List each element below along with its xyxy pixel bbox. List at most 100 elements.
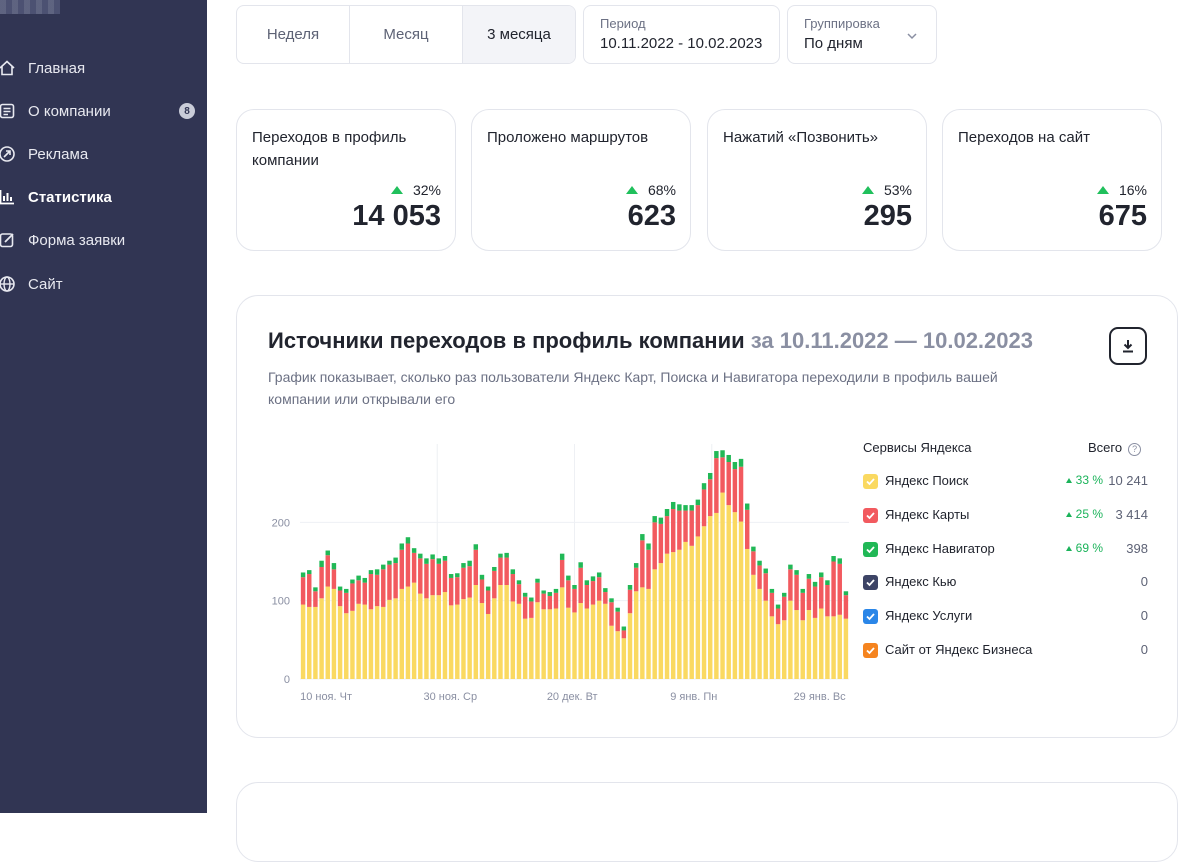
checkbox-checked-icon[interactable] xyxy=(863,575,878,590)
bar-segment xyxy=(393,563,398,599)
legend-item[interactable]: Яндекс Поиск 33 % 10 241 xyxy=(863,472,1148,492)
trend-up-icon xyxy=(1096,186,1109,194)
bar-segment xyxy=(356,575,361,581)
legend-item[interactable]: Яндекс Навигатор 69 % 398 xyxy=(863,540,1148,560)
bar-segment xyxy=(775,604,781,609)
sidebar-item-1[interactable]: О компании 8 xyxy=(0,99,207,123)
bar-segment xyxy=(442,592,448,679)
bar-segment xyxy=(473,544,479,550)
bar-segment xyxy=(529,597,534,602)
trend-up-icon xyxy=(1065,512,1072,517)
bar-segment xyxy=(831,616,836,679)
grouping-value: По дням xyxy=(804,35,863,52)
compass-icon xyxy=(0,145,16,163)
legend-item[interactable]: Сайт от Яндекс Бизнеса 0 xyxy=(863,641,1148,661)
bar-segment xyxy=(825,616,830,679)
bar-segment xyxy=(794,610,799,679)
bar-segment xyxy=(603,603,608,679)
bar-segment xyxy=(763,600,768,679)
tab-3-months[interactable]: 3 месяца xyxy=(463,6,575,63)
legend-total: 398 xyxy=(1126,541,1148,556)
sidebar-item-4[interactable]: Форма заявки xyxy=(0,228,207,252)
bar-segment xyxy=(559,553,565,560)
bar-segment xyxy=(769,592,775,617)
bar-segment xyxy=(837,563,842,615)
sidebar-item-3[interactable]: Статистика xyxy=(0,185,207,209)
checkbox-checked-icon[interactable] xyxy=(863,643,878,658)
checkbox-checked-icon[interactable] xyxy=(863,474,878,489)
sidebar-item-5[interactable]: Сайт xyxy=(0,272,207,296)
grouping-label: Группировка xyxy=(804,16,880,31)
bar-segment xyxy=(720,457,725,493)
bar-segment xyxy=(683,510,688,542)
sidebar-item-label: Главная xyxy=(28,59,86,77)
bar-segment xyxy=(843,591,849,596)
bar-segment xyxy=(677,504,682,511)
legend-item[interactable]: Яндекс Карты 25 % 3 414 xyxy=(863,506,1148,526)
bar-segment xyxy=(492,598,497,679)
metric-card[interactable]: Нажатий «Позвонить» 53% 295 xyxy=(707,109,927,251)
bar-segment xyxy=(307,574,312,607)
bar-segment xyxy=(788,600,793,679)
metric-card[interactable]: Переходов на сайт 16% 675 xyxy=(942,109,1162,251)
bar-segment xyxy=(566,580,571,608)
bar-segment xyxy=(751,574,756,679)
bar-segment xyxy=(831,561,836,617)
legend-total: 3 414 xyxy=(1115,507,1148,522)
bar-segment xyxy=(418,593,423,679)
bar-segment xyxy=(843,595,849,619)
legend-name: Яндекс Навигатор xyxy=(885,541,995,556)
sidebar-item-label: О компании xyxy=(28,102,111,120)
bar-segment xyxy=(381,564,386,570)
legend-item[interactable]: Яндекс Кью 0 xyxy=(863,573,1148,593)
bar-segment xyxy=(627,589,633,614)
bar-segment xyxy=(436,558,442,564)
bar-segment xyxy=(652,516,657,523)
trend-up-icon xyxy=(625,186,638,194)
metric-value: 14 053 xyxy=(352,200,441,232)
bar-segment xyxy=(714,512,719,679)
sidebar-item-2[interactable]: Реклама xyxy=(0,142,207,166)
bar-segment xyxy=(356,580,361,604)
bar-segment xyxy=(405,586,411,679)
bar-segment xyxy=(590,604,596,679)
sidebar-item-0[interactable]: Главная xyxy=(0,56,207,80)
bar-segment xyxy=(405,537,411,544)
bar-segment xyxy=(516,584,522,604)
bar-segment xyxy=(677,510,682,550)
x-tick-label: 20 дек. Вт xyxy=(547,691,598,703)
checkbox-checked-icon[interactable] xyxy=(863,609,878,624)
metric-card[interactable]: Переходов в профиль компании 32% 14 053 xyxy=(236,109,456,251)
legend-item[interactable]: Яндекс Услуги 0 xyxy=(863,607,1148,627)
bar-segment xyxy=(467,566,472,598)
metric-delta-value: 53% xyxy=(883,182,912,198)
help-icon[interactable]: ? xyxy=(1128,442,1142,456)
checkbox-checked-icon[interactable] xyxy=(863,508,878,523)
bar-segment xyxy=(695,505,701,537)
legend-name: Сайт от Яндекс Бизнеса xyxy=(885,642,1033,657)
bar-segment xyxy=(547,609,553,679)
bar-segment xyxy=(621,630,627,639)
bar-segment xyxy=(738,466,744,522)
tab-week[interactable]: Неделя xyxy=(237,6,350,63)
bar-segment xyxy=(337,590,343,607)
bar-segment xyxy=(572,612,577,679)
total-header-text: Всего xyxy=(1088,440,1123,455)
metric-card[interactable]: Проложено маршрутов 68% 623 xyxy=(471,109,691,251)
bar-segment xyxy=(300,572,306,578)
bar-segment xyxy=(782,620,787,679)
grouping-select[interactable]: Группировка По дням xyxy=(787,5,937,64)
download-button[interactable] xyxy=(1109,327,1147,365)
period-picker[interactable]: Период 10.11.2022 - 10.02.2023 xyxy=(583,5,780,64)
checkbox-checked-icon[interactable] xyxy=(863,542,878,557)
bar-segment xyxy=(344,592,349,614)
globe-icon xyxy=(0,275,16,293)
chevron-down-icon xyxy=(907,33,917,40)
bar-segment xyxy=(473,585,479,679)
tab-month[interactable]: Месяц xyxy=(350,6,463,63)
bar-chart-icon xyxy=(0,188,16,206)
bar-segment xyxy=(368,570,374,575)
bar-segment xyxy=(350,579,355,584)
bar-segment xyxy=(504,557,509,585)
metric-delta-value: 68% xyxy=(647,182,676,198)
